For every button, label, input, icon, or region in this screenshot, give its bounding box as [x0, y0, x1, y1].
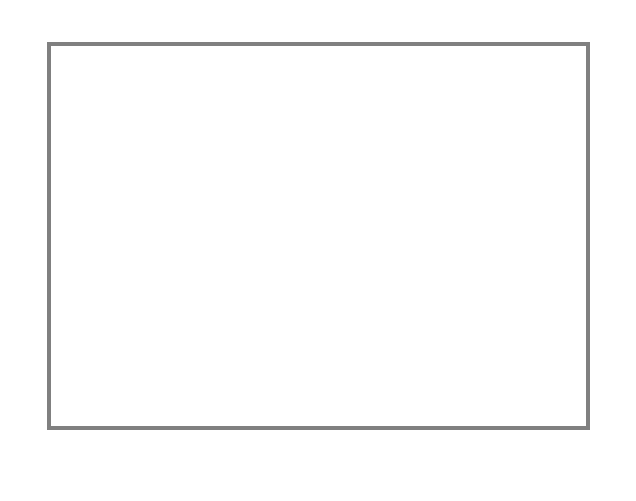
plot-area [47, 42, 590, 430]
plot-inner [51, 46, 586, 426]
chart-canvas [51, 46, 586, 426]
